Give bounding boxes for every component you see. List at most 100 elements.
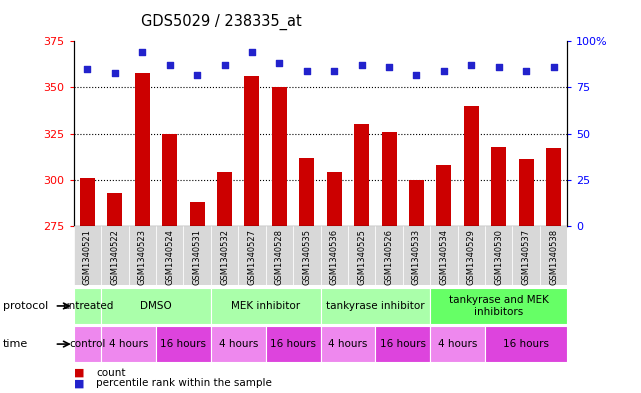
Point [329,68,339,74]
Text: GSM1340533: GSM1340533 [412,229,421,285]
Text: GSM1340524: GSM1340524 [165,229,174,285]
Text: percentile rank within the sample: percentile rank within the sample [96,378,272,388]
Text: GSM1340536: GSM1340536 [329,229,338,285]
Point [247,49,257,55]
Text: GSM1340534: GSM1340534 [439,229,449,285]
Bar [491,147,506,226]
Bar [430,326,485,362]
Text: tankyrase inhibitor: tankyrase inhibitor [326,301,424,311]
Bar [354,124,369,226]
Bar [540,226,567,285]
Point [302,68,312,74]
Bar [162,134,177,226]
Bar [546,149,561,226]
Text: 4 hours: 4 hours [438,339,478,349]
Bar [430,288,567,324]
Bar [156,226,183,285]
Bar [519,160,534,226]
Point [110,70,120,76]
Bar [244,76,260,226]
Text: GSM1340523: GSM1340523 [138,229,147,285]
Text: 4 hours: 4 hours [219,339,258,349]
Text: tankyrase and MEK
inhibitors: tankyrase and MEK inhibitors [449,295,549,317]
Point [219,62,229,68]
Bar [320,288,430,324]
Text: untreated: untreated [62,301,113,311]
Point [82,66,92,72]
Text: GSM1340525: GSM1340525 [357,229,366,285]
Bar [74,326,101,362]
Bar [376,326,430,362]
Bar [107,193,122,226]
Bar [381,132,397,226]
Point [438,68,449,74]
Bar [437,165,451,226]
Bar [485,226,512,285]
Text: count: count [96,368,126,378]
Text: GSM1340521: GSM1340521 [83,229,92,285]
Bar [74,288,101,324]
Bar [211,226,238,285]
Text: GDS5029 / 238335_at: GDS5029 / 238335_at [141,14,302,30]
Text: GSM1340537: GSM1340537 [522,229,531,285]
Text: GSM1340527: GSM1340527 [247,229,256,285]
Text: GSM1340535: GSM1340535 [303,229,312,285]
Point [412,72,422,78]
Point [466,62,476,68]
Bar [101,288,211,324]
Bar [320,226,348,285]
Text: 16 hours: 16 hours [503,339,549,349]
Bar [135,73,150,226]
Text: time: time [3,339,28,349]
Point [549,64,559,70]
Text: GSM1340532: GSM1340532 [220,229,229,285]
Point [137,49,147,55]
Text: 4 hours: 4 hours [109,339,148,349]
Bar [464,106,479,226]
Bar [265,226,293,285]
Bar [512,226,540,285]
Bar [211,326,265,362]
Bar [272,87,287,226]
Text: GSM1340526: GSM1340526 [385,229,394,285]
Point [165,62,175,68]
Bar [348,226,376,285]
Bar [327,173,342,226]
Bar [74,226,101,285]
Text: DMSO: DMSO [140,301,172,311]
Point [192,72,203,78]
Bar [265,326,320,362]
Text: GSM1340522: GSM1340522 [110,229,119,285]
Bar [376,226,403,285]
Bar [238,226,265,285]
Bar [156,326,211,362]
Text: ■: ■ [74,368,84,378]
Point [384,64,394,70]
Bar [129,226,156,285]
Point [356,62,367,68]
Bar [211,288,320,324]
Text: GSM1340530: GSM1340530 [494,229,503,285]
Text: 16 hours: 16 hours [379,339,426,349]
Text: 4 hours: 4 hours [328,339,367,349]
Bar [458,226,485,285]
Text: GSM1340538: GSM1340538 [549,229,558,285]
Bar [299,158,314,226]
Bar [101,326,156,362]
Bar [320,326,376,362]
Text: MEK inhibitor: MEK inhibitor [231,301,300,311]
Bar [430,226,458,285]
Bar [403,226,430,285]
Bar [101,226,129,285]
Text: 16 hours: 16 hours [160,339,206,349]
Text: GSM1340528: GSM1340528 [275,229,284,285]
Bar [217,173,232,226]
Point [494,64,504,70]
Text: GSM1340531: GSM1340531 [192,229,202,285]
Bar [485,326,567,362]
Text: control: control [69,339,106,349]
Bar [409,180,424,226]
Bar [80,178,95,226]
Text: GSM1340529: GSM1340529 [467,229,476,285]
Bar [293,226,320,285]
